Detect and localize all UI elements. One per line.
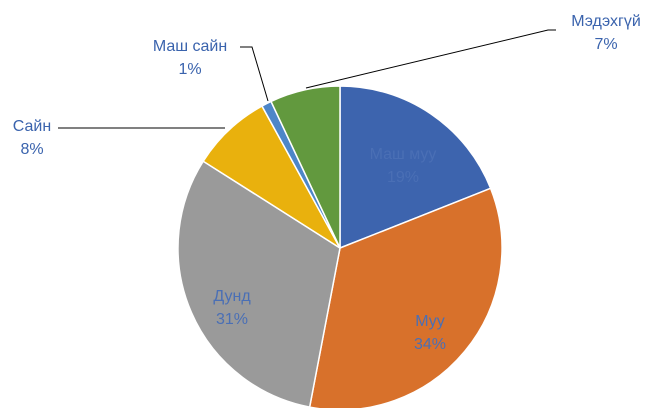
value-label: 1% (178, 61, 201, 78)
value-label: 19% (387, 169, 419, 186)
value-label: 7% (594, 36, 617, 53)
leader-line (305, 29, 556, 89)
pie-slice (339, 85, 492, 250)
category-label: Сайн (13, 118, 51, 135)
value-label: 34% (414, 336, 446, 353)
category-label: Мэдэхгүй (571, 13, 641, 30)
pie-slice (270, 85, 341, 249)
value-label: 8% (20, 141, 43, 158)
category-label: Маш сайн (153, 38, 227, 55)
value-label: 31% (216, 311, 248, 328)
leader-line (240, 46, 269, 102)
category-label: Дунд (213, 288, 251, 305)
category-label: Муу (415, 313, 445, 330)
pie-slice (308, 187, 503, 408)
category-label: Маш муу (370, 146, 437, 163)
